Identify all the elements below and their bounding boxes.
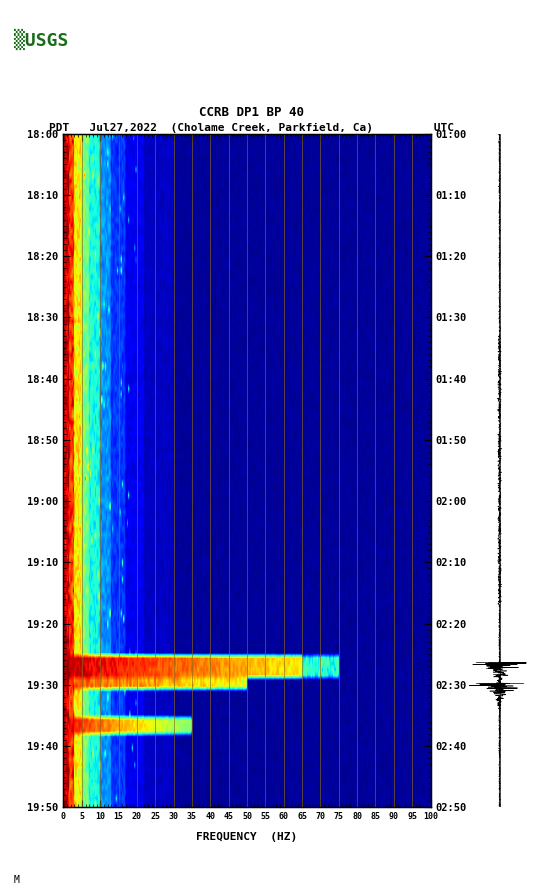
Text: ▒USGS: ▒USGS (14, 29, 68, 50)
Text: PDT   Jul27,2022  (Cholame Creek, Parkfield, Ca)         UTC: PDT Jul27,2022 (Cholame Creek, Parkfield… (49, 123, 454, 133)
X-axis label: FREQUENCY  (HZ): FREQUENCY (HZ) (197, 832, 298, 842)
Text: CCRB DP1 BP 40: CCRB DP1 BP 40 (199, 105, 304, 119)
Text: M: M (14, 875, 20, 885)
